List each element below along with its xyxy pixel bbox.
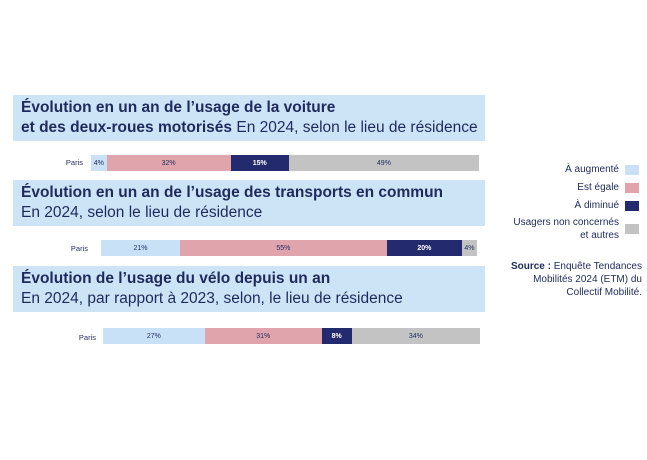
legend-swatch	[625, 201, 639, 211]
chart-title-velo: Évolution de l’usage du vélo depuis un a…	[13, 266, 485, 312]
data-label: 32%	[161, 159, 176, 167]
segment-non-concernes: 4%	[461, 240, 477, 256]
segment-diminue: 8%	[321, 328, 352, 344]
title-transports-line2: En 2024, selon le lieu de résidence	[21, 204, 263, 221]
legend-swatch	[625, 183, 639, 193]
title-velo-line2: En 2024, par rapport à 2023, selon, le l…	[21, 290, 403, 307]
segment-egale: 32%	[106, 155, 231, 171]
legend-label: À diminué	[574, 200, 619, 211]
data-label: 27%	[146, 332, 161, 340]
row-label-paris: Paris	[78, 333, 96, 342]
row-label-paris: Paris	[65, 158, 83, 167]
chart-title-voiture: Évolution en un an de l’usage de la voit…	[13, 95, 485, 141]
data-label: 4%	[93, 159, 104, 167]
legend-label: À augmenté	[565, 164, 619, 175]
segment-diminue: 15%	[230, 155, 289, 171]
stacked-bar-transports: 21% 55% 20% 4%	[101, 240, 477, 256]
title-transports-line1: Évolution en un an de l’usage des transp…	[21, 184, 444, 201]
data-label: 4%	[464, 244, 475, 252]
data-label: 55%	[276, 244, 291, 252]
title-voiture-line1: Évolution en un an de l’usage de la voit…	[21, 99, 336, 116]
legend-swatch	[625, 165, 639, 175]
legend-label: Usagers non concernés et autres	[513, 217, 619, 241]
segment-egale: 55%	[179, 240, 387, 256]
stacked-bar-velo: 27% 31% 8% 34%	[103, 328, 480, 344]
source-note: Source : Enquête Tendances Mobilités 202…	[495, 260, 642, 299]
data-label: 8%	[331, 332, 342, 340]
source-text: Enquête Tendances Mobilités 2024 (ETM) d…	[533, 261, 642, 298]
segment-augmente: 21%	[101, 240, 180, 256]
data-label: 34%	[408, 332, 423, 340]
segment-diminue: 20%	[386, 240, 462, 256]
data-label: 49%	[376, 159, 391, 167]
title-velo-line1: Évolution de l’usage du vélo depuis un a…	[21, 270, 331, 287]
segment-egale: 31%	[204, 328, 322, 344]
data-label: 15%	[252, 159, 267, 167]
segment-non-concernes: 49%	[288, 155, 479, 171]
stacked-bar-voiture: 4% 32% 15% 49%	[91, 155, 479, 171]
row-label-paris: Paris	[70, 244, 88, 253]
data-label: 20%	[417, 244, 432, 252]
chart-title-transports: Évolution en un an de l’usage des transp…	[13, 180, 485, 226]
title-voiture-line2-bold: et des deux-roues motorisés	[21, 119, 233, 136]
title-voiture-line2-normal: En 2024, selon le lieu de résidence	[232, 119, 478, 136]
legend-swatch	[625, 224, 639, 234]
segment-augmente: 4%	[91, 155, 107, 171]
data-label: 21%	[133, 244, 148, 252]
source-label: Source :	[510, 261, 551, 272]
data-label: 31%	[256, 332, 271, 340]
segment-non-concernes: 34%	[351, 328, 480, 344]
segment-augmente: 27%	[103, 328, 205, 344]
legend-label: Est égale	[577, 182, 619, 193]
